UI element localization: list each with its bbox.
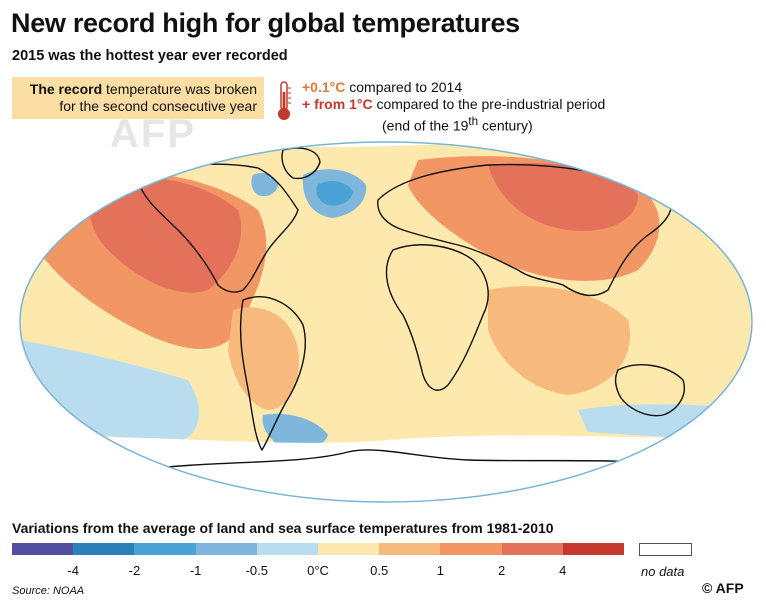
south-atlantic-cool-zone — [262, 413, 328, 449]
pacific-hot-zone — [89, 176, 242, 293]
source-note: Source: NOAA — [12, 585, 85, 597]
record-callout-line2: for the second consecutive year — [59, 98, 257, 114]
legend-tick-label: -1 — [189, 563, 202, 578]
legend-tick-label: -0.5 — [245, 563, 268, 578]
record-callout: The record temperature was broken for th… — [12, 77, 264, 119]
page-subtitle: 2015 was the hottest year ever recorded — [12, 48, 288, 64]
legend-swatch — [195, 543, 257, 555]
legend-swatch — [256, 543, 318, 555]
legend-tick-label: 4 — [559, 563, 567, 578]
fact1-value: +0.1°C — [302, 79, 346, 95]
record-callout-line1: temperature was broken — [102, 81, 257, 97]
legend-swatch — [379, 543, 441, 555]
antarctica-outline — [137, 449, 679, 471]
south-america-outline — [239, 296, 306, 451]
legend-tick-label: 0.5 — [370, 563, 389, 578]
temperature-facts: +0.1°C compared to 2014 + from 1°C compa… — [302, 79, 605, 135]
legend-swatch — [317, 543, 380, 555]
legend-tick-label: -4 — [67, 563, 79, 578]
africa-outline — [385, 244, 489, 391]
legend-swatch — [562, 543, 624, 555]
world-temperature-map — [19, 141, 753, 503]
legend-swatch — [501, 543, 563, 555]
thermometer-icon — [278, 81, 291, 120]
legend-tick-label: 0°C — [307, 563, 329, 578]
no-data-swatch — [639, 543, 692, 556]
record-callout-strong: The record — [29, 81, 103, 97]
fact2-note-sup: th — [468, 115, 479, 128]
indian-ocean-warm-zone — [488, 286, 630, 395]
map-globe-border — [19, 141, 753, 503]
south-america-warm-zone — [228, 307, 299, 410]
europe-asia-outline — [377, 163, 672, 297]
continent-outlines — [137, 147, 685, 471]
arctic-no-data — [198, 142, 538, 147]
legend-tick-label: 1 — [436, 563, 445, 578]
fact1-text: compared to 2014 — [345, 79, 463, 95]
fact2-note-a: (end of the 19 — [382, 117, 469, 134]
fact2-text: compared to the pre-industrial period — [372, 96, 606, 112]
legend-swatch — [73, 543, 135, 555]
fact2-note-b: century) — [478, 117, 533, 134]
legend-color-scale — [12, 543, 624, 555]
fact2-note: (end of the 19th century) — [302, 113, 605, 135]
legend-tick-label: -2 — [128, 563, 141, 578]
north-america-outline — [137, 163, 299, 293]
siberia-hot-zone — [488, 163, 638, 231]
legend-swatch — [12, 543, 74, 555]
legend-title: Variations from the average of land and … — [12, 520, 554, 536]
afp-credit: © AFP — [702, 580, 744, 596]
page-title: New record high for global temperatures — [11, 8, 520, 38]
legend-swatch — [440, 543, 502, 555]
legend-tick-label: 2 — [497, 563, 506, 578]
greenland-outline — [281, 147, 321, 180]
legend-swatch — [134, 543, 196, 555]
north-atlantic-cold-core — [316, 181, 353, 206]
watermark: AFP — [110, 112, 196, 156]
fact2-value: + from 1°C — [302, 96, 373, 112]
hudson-cold-zone — [251, 173, 278, 197]
antarctica-no-data — [20, 435, 752, 502]
australia-outline — [614, 364, 685, 417]
no-data-label: no data — [641, 564, 685, 579]
